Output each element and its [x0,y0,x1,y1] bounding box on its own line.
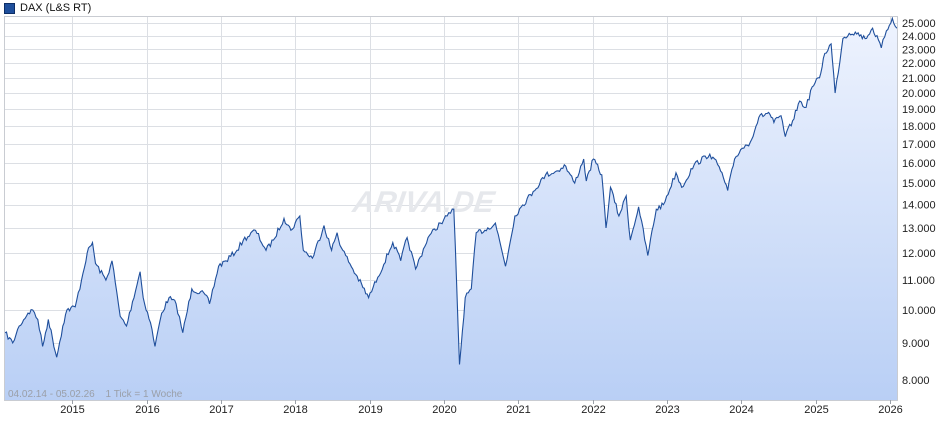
x-tick-label: 2026 [878,404,902,416]
x-tick-label: 2018 [283,404,307,416]
y-tick-label: 20.000 [902,88,936,100]
tick-info: 1 Tick = 1 Woche [105,389,183,400]
x-tick-label: 2023 [655,404,679,416]
x-tick-label: 2022 [581,404,605,416]
legend-swatch [4,2,15,14]
y-gridlines [5,23,897,381]
y-tick-label: 19.000 [902,104,936,116]
x-tick-label: 2024 [729,404,753,416]
y-tick-label: 25.000 [902,18,936,30]
x-tick-label: 2016 [135,404,159,416]
y-tick-label: 16.000 [902,158,936,170]
x-tick-label: 2015 [60,404,84,416]
watermark: ARIVA.DE [350,186,498,219]
y-tick-label: 21.000 [902,73,936,85]
x-tick-label: 2021 [506,404,530,416]
range-info: 04.02.14 - 05.02.26 1 Tick = 1 Woche [8,389,182,400]
x-tick-label: 2019 [358,404,382,416]
y-tick-label: 8.000 [902,375,930,387]
y-tick-label: 13.000 [902,223,936,235]
y-tick-label: 22.000 [902,58,936,70]
area-fill [5,18,897,400]
y-tick-label: 24.000 [902,31,936,43]
y-tick-label: 18.000 [902,121,936,133]
x-tick-label: 2020 [432,404,456,416]
legend-label: DAX (L&S RT) [20,2,92,14]
y-tick-label: 23.000 [902,44,936,56]
date-range: 04.02.14 - 05.02.26 [8,389,95,400]
y-tick-label: 17.000 [902,139,936,151]
x-tick-label: 2025 [804,404,828,416]
y-axis-labels: 8.000 9.000 10.000 11.000 12.000 13.000 14.000… [902,18,936,387]
y-tick-label: 10.000 [902,305,936,317]
series-line [4,16,898,365]
legend: DAX (L&S RT) [4,1,91,15]
y-tick-label: 11.000 [902,275,935,287]
y-tick-label: 12.000 [902,248,936,260]
plot-frame [4,16,898,401]
y-tick-label: 9.000 [902,338,930,350]
y-tick-label: 14.000 [902,200,936,212]
y-tick-label: 15.000 [902,178,936,190]
x-tick-label: 2017 [209,404,233,416]
x-axis-labels: 2015 2016 2017 2018 2019 2020 2021 2022 2023 2024… [60,400,903,416]
